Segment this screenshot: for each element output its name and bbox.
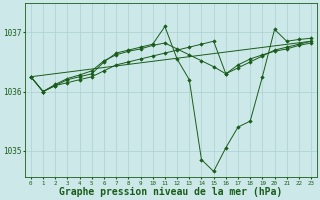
X-axis label: Graphe pression niveau de la mer (hPa): Graphe pression niveau de la mer (hPa) [60, 187, 283, 197]
